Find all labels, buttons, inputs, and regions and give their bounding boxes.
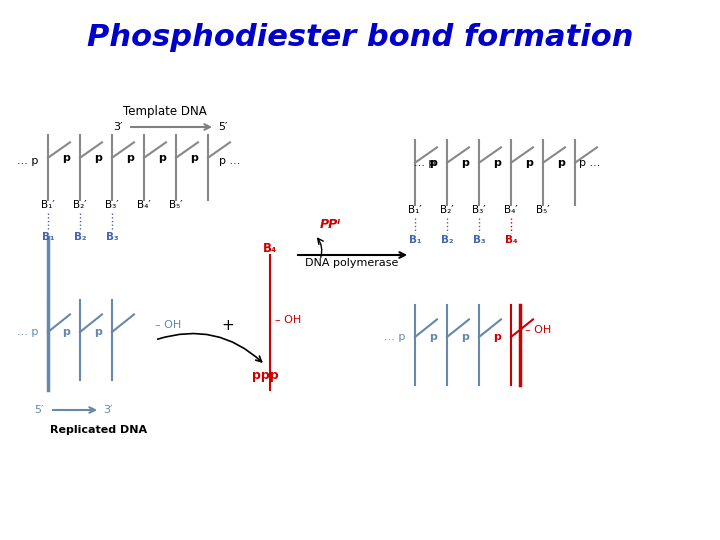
Text: ... p: ... p [17, 327, 39, 337]
Text: PPᴵ: PPᴵ [320, 219, 341, 232]
Text: p: p [62, 327, 70, 337]
Text: DNA polymerase: DNA polymerase [305, 258, 399, 268]
Text: B₅′: B₅′ [536, 205, 550, 215]
Text: B₄: B₄ [505, 235, 517, 245]
Text: B₁: B₁ [42, 232, 54, 242]
Text: p: p [525, 158, 533, 168]
Text: p: p [62, 153, 70, 163]
Text: p: p [429, 332, 437, 342]
Text: 3′: 3′ [114, 122, 123, 132]
Text: B₄: B₄ [263, 241, 277, 254]
Text: Template DNA: Template DNA [123, 105, 207, 118]
Text: B₁′: B₁′ [408, 205, 422, 215]
Text: p: p [493, 158, 501, 168]
Text: ... p: ... p [17, 156, 39, 166]
Text: B₃: B₃ [106, 232, 118, 242]
Text: B₃′: B₃′ [105, 200, 119, 210]
Text: p: p [94, 153, 102, 163]
Text: B₁: B₁ [409, 235, 421, 245]
Text: 5′: 5′ [35, 405, 44, 415]
Text: 3′: 3′ [103, 405, 112, 415]
Text: p: p [493, 332, 501, 342]
Text: ppp: ppp [252, 368, 279, 381]
Text: B₄′: B₄′ [137, 200, 151, 210]
Text: p: p [429, 158, 437, 168]
Text: 5′: 5′ [218, 122, 228, 132]
Text: B₅′: B₅′ [169, 200, 183, 210]
Text: – OH: – OH [275, 315, 301, 325]
Text: p ...: p ... [580, 158, 600, 168]
Text: p: p [190, 153, 198, 163]
Text: +: + [222, 318, 235, 333]
Text: p: p [461, 158, 469, 168]
Text: Replicated DNA: Replicated DNA [50, 425, 147, 435]
Text: ... p: ... p [384, 332, 405, 342]
Text: ... p: ... p [414, 158, 436, 168]
Text: p: p [94, 327, 102, 337]
Text: p: p [461, 332, 469, 342]
Text: – OH: – OH [155, 320, 181, 330]
Text: B₂: B₂ [441, 235, 454, 245]
Text: p: p [126, 153, 134, 163]
Text: B₃: B₃ [473, 235, 485, 245]
Text: B₂′: B₂′ [440, 205, 454, 215]
Text: B₂: B₂ [73, 232, 86, 242]
Text: B₃′: B₃′ [472, 205, 486, 215]
Text: B₂′: B₂′ [73, 200, 87, 210]
Text: – OH: – OH [525, 325, 552, 335]
Text: p: p [158, 153, 166, 163]
Text: Phosphodiester bond formation: Phosphodiester bond formation [86, 24, 634, 52]
Text: p: p [557, 158, 565, 168]
Text: p ...: p ... [220, 156, 240, 166]
Text: B₁′: B₁′ [41, 200, 55, 210]
Text: B₄′: B₄′ [504, 205, 518, 215]
